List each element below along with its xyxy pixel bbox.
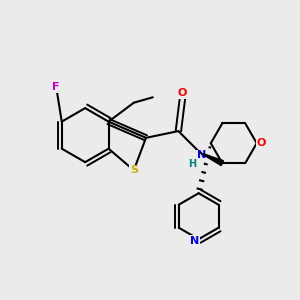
Text: F: F (52, 82, 59, 92)
Polygon shape (200, 153, 224, 166)
Text: N: N (190, 236, 199, 245)
Text: H: H (188, 159, 196, 169)
Text: S: S (130, 165, 138, 175)
Text: O: O (256, 138, 266, 148)
Text: N: N (197, 150, 206, 161)
Text: O: O (178, 88, 187, 98)
